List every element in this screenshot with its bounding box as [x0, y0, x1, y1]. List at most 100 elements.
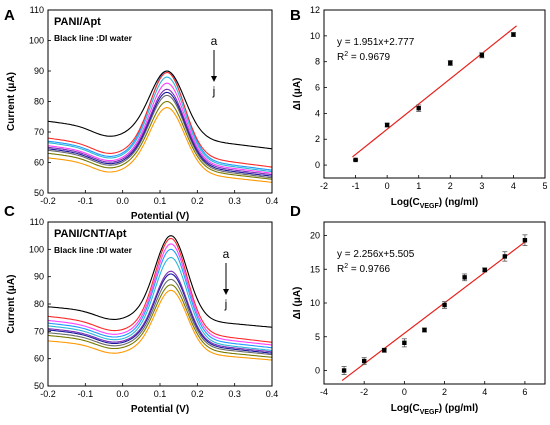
r-squared-value: = 0.9679 [348, 52, 390, 63]
plot-frame [47, 9, 273, 194]
y-axis-title: Current (μA) [6, 72, 17, 131]
data-point [448, 60, 453, 66]
y-tick-label: 90 [34, 272, 44, 282]
x-tick-label: 0.2 [191, 389, 204, 399]
y-tick-label: 0 [315, 366, 320, 376]
data-point [462, 275, 467, 280]
x-axis-title: Potential (V) [131, 211, 189, 222]
x-axis-title-unit: ) (pg/ml) [439, 403, 478, 414]
voltammogram-curve [48, 289, 272, 361]
voltammogram-curve [48, 94, 272, 179]
y-tick-label: 50 [34, 188, 44, 198]
curves [48, 235, 272, 361]
x-tick-label: 0.3 [228, 389, 241, 399]
voltammogram-curve [48, 82, 272, 174]
panel-letter: D [290, 203, 301, 220]
trend-arrow-head [223, 289, 229, 295]
data-point [442, 302, 447, 308]
x-tick-label: 4 [511, 181, 516, 191]
x-axis-title-unit: ) (ng/ml) [439, 197, 478, 208]
curve-note: Black line :DI water [54, 33, 133, 43]
x-tick-label: 2 [448, 181, 453, 191]
r-squared-value: = 0.9766 [348, 264, 390, 275]
data-point [402, 340, 407, 346]
data-point [511, 32, 516, 37]
electrode-label: PANI/Apt [54, 16, 101, 28]
fit-line [352, 25, 517, 158]
x-tick-label: 0.0 [116, 389, 129, 399]
panel-letter: C [4, 203, 15, 220]
x-tick-label: 0.2 [191, 196, 204, 206]
r-squared: R2 = 0.9679 [337, 51, 391, 63]
x-tick-label: 0.4 [266, 389, 279, 399]
y-tick-label: 15 [310, 264, 320, 274]
y-tick-label: 80 [34, 97, 44, 107]
electrode-label: PANI/CNT/Apt [54, 228, 127, 240]
data-point [341, 368, 347, 373]
panel-letter: A [4, 7, 15, 24]
y-tick-label: 0 [315, 160, 320, 170]
x-tick-label: 0.3 [228, 196, 241, 206]
y-tick-label: 60 [34, 354, 44, 364]
y-tick-label: 10 [310, 298, 320, 308]
x-axis-title-sub: VEGF [420, 409, 440, 416]
y-tick-label: 4 [315, 108, 320, 118]
arrow-label-a: a [211, 34, 218, 48]
r-squared-label: R [337, 264, 344, 275]
voltammogram-curve [48, 273, 272, 354]
y-axis-title: Current (μA) [6, 275, 17, 334]
x-axis-title-main: Log(C [391, 197, 420, 208]
voltammogram-curve [48, 256, 272, 352]
data-point [382, 348, 387, 353]
data-point [384, 122, 390, 128]
panel-letter: B [290, 7, 301, 24]
arrow-label-j: j [224, 297, 228, 311]
data-point [502, 254, 508, 259]
x-tick-label: -2 [360, 387, 368, 397]
y-tick-label: 10 [310, 31, 320, 41]
y-axis-title: ΔI (μA) [292, 287, 303, 320]
x-tick-label: 6 [522, 387, 527, 397]
voltammogram-curve [48, 107, 272, 183]
trend-arrow-head [211, 76, 217, 82]
y-tick-label: 100 [29, 36, 44, 46]
fit-line [341, 239, 528, 382]
y-tick-label: 60 [34, 158, 44, 168]
r-squared-label: R [337, 52, 344, 63]
y-tick-label: 50 [34, 381, 44, 391]
voltammogram-curve [48, 88, 272, 176]
x-axis-title: Potential (V) [131, 404, 189, 415]
x-tick-label: -2 [320, 181, 328, 191]
x-tick-label: 1 [416, 181, 421, 191]
voltammogram-curve [48, 237, 272, 343]
voltammogram-curve [48, 70, 272, 171]
plot-frame [47, 221, 273, 387]
y-tick-label: 8 [315, 57, 320, 67]
x-axis-title: Log(CVEGF) (ng/ml) [391, 197, 478, 210]
curves [48, 70, 272, 183]
data-point [479, 53, 485, 58]
data-point [422, 327, 427, 333]
x-tick-label: 2 [442, 387, 447, 397]
data-point [361, 358, 367, 364]
curve-note: Black line :DI water [54, 245, 133, 255]
y-tick-label: 80 [34, 299, 44, 309]
x-tick-label: 0.1 [154, 389, 167, 399]
voltammogram-curve [48, 70, 272, 150]
y-tick-label: 70 [34, 326, 44, 336]
x-tick-label: 0 [385, 181, 390, 191]
panel-c: C -0.2 -0.1 0.0 0.1 0.2 0.3 0.4 50 60 70 80 90 100 110… [4, 203, 278, 415]
x-tick-label: -0.2 [40, 196, 56, 206]
y-tick-label: 2 [315, 134, 320, 144]
plot-frame [323, 9, 546, 179]
y-tick-label: 20 [310, 231, 320, 241]
voltammogram-curve [48, 100, 272, 180]
x-tick-label: -0.1 [78, 196, 94, 206]
y-tick-label: 12 [310, 5, 320, 15]
y-axis-title: ΔI (μA) [292, 78, 303, 111]
x-axis-title-sub: VEGF [420, 203, 440, 210]
voltammogram-curve [48, 91, 272, 177]
plot-frame [323, 221, 546, 385]
voltammogram-curve [48, 72, 272, 168]
